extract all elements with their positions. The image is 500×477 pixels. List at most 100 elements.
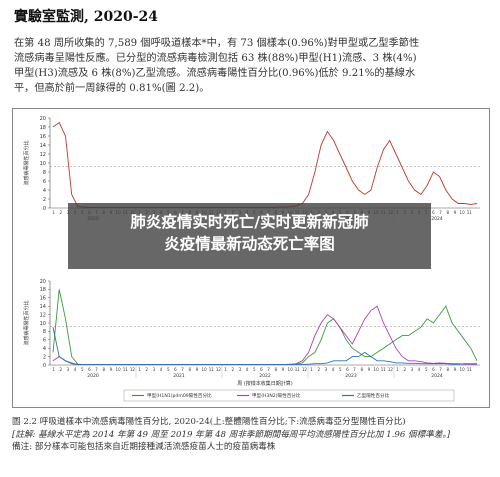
y-tick-label: 14 (40, 304, 46, 310)
month-tick-label: 1 (52, 210, 55, 215)
caption-title: 圖 2.2 呼吸道樣本中流感病毒陽性百分比, 2020-24(上:整體陽性百分比… (12, 417, 406, 427)
month-tick-label: 6 (88, 367, 91, 372)
month-tick-label: 11 (295, 367, 301, 372)
month-tick-label: 12 (130, 367, 136, 372)
month-tick-label: 2 (317, 367, 320, 372)
y-tick-label: 12 (40, 152, 46, 158)
y-tick-label: 14 (40, 143, 46, 149)
month-tick-label: 5 (339, 367, 342, 372)
month-tick-label: 6 (174, 367, 177, 372)
y-tick-label: 2 (43, 354, 46, 360)
month-tick-label: 9 (110, 367, 113, 372)
year-tick-label: 2020 (87, 373, 99, 379)
y-tick-label: 16 (40, 296, 46, 302)
banner-line-1: 肺炎疫情实时死亡/实时更新新冠肺 (130, 213, 369, 231)
y-tick-label: 16 (40, 134, 46, 140)
month-tick-label: 2 (59, 367, 62, 372)
month-tick-label: 3 (411, 367, 414, 372)
month-tick-label: 10 (202, 367, 208, 372)
paragraph-line: 流感病毒呈陽性反應。已分型的流感病毒檢測包括 63 株(88%)甲型(H1)流感… (14, 53, 417, 64)
month-tick-label: 1 (138, 367, 141, 372)
month-tick-label: 2 (59, 210, 62, 215)
month-tick-label: 12 (302, 367, 308, 372)
legend-box (123, 389, 455, 402)
month-tick-label: 7 (181, 367, 184, 372)
month-tick-label: 2 (403, 367, 406, 372)
month-tick-label: 2 (145, 367, 148, 372)
figure-caption: 圖 2.2 呼吸道樣本中流感病毒陽性百分比, 2020-24(上:整體陽性百分比… (12, 416, 492, 454)
legend-label: 甲型(H3N2)陽性百分比 (252, 392, 301, 399)
y-axis-title: 流感病毒陽性百分比 (23, 300, 30, 345)
month-tick-label: 6 (346, 367, 349, 372)
month-tick-label: 5 (253, 367, 256, 372)
month-tick-label: 10 (460, 367, 466, 372)
month-tick-label: 1 (224, 367, 227, 372)
month-tick-label: 1 (310, 367, 313, 372)
month-tick-label: 7 (439, 210, 442, 215)
month-tick-label: 7 (439, 367, 442, 372)
y-tick-label: 20 (40, 116, 46, 122)
month-tick-label: 8 (446, 210, 449, 215)
caption-note: [註解: 基線水平定為 2014 年第 49 周至 2019 年第 48 周非季… (12, 429, 451, 440)
legend-label: 甲型(H1N1)pdm09陽性百分比 (147, 392, 212, 399)
paragraph-line: 在第 48 周所收集的 7,589 個呼吸道樣本*中，有 73 個樣本(0.96… (14, 38, 420, 49)
legend-label: 乙型陽性百分比 (357, 392, 390, 399)
month-tick-label: 8 (274, 367, 277, 372)
paragraph-line: 甲型(H3)流感及 6 株(8%)乙型流感。流感病毒陽性百分比(0.96%)低於… (14, 68, 416, 79)
month-tick-label: 8 (188, 367, 191, 372)
month-tick-label: 7 (267, 367, 270, 372)
y-tick-label: 18 (40, 287, 46, 293)
overlay-banner: 肺炎疫情实时死亡/实时更新新冠肺 炎疫情最新动态死亡率图 (68, 203, 431, 269)
month-tick-label: 3 (325, 367, 328, 372)
y-tick-label: 10 (40, 321, 46, 327)
month-tick-label: 3 (67, 367, 70, 372)
month-tick-label: 12 (216, 367, 222, 372)
month-tick-label: 3 (153, 367, 156, 372)
y-tick-label: 0 (43, 363, 46, 369)
month-tick-label: 6 (432, 367, 435, 372)
month-tick-label: 8 (360, 367, 363, 372)
y-tick-label: 6 (43, 179, 46, 185)
year-tick-label: 2024 (431, 373, 443, 379)
month-tick-label: 8 (446, 367, 449, 372)
y-axis-title: 流感病毒陽性百分比 (23, 140, 30, 185)
paragraph-line: 平，但高於前一周錄得的 0.81%(圖 2.2)。 (14, 83, 210, 94)
month-tick-label: 7 (95, 367, 98, 372)
month-tick-label: 5 (425, 367, 428, 372)
y-tick-label: 18 (40, 125, 46, 131)
month-tick-label: 4 (418, 367, 421, 372)
year-tick-label: 2024 (431, 216, 443, 222)
month-tick-label: 8 (102, 367, 105, 372)
month-tick-label: 9 (454, 210, 457, 215)
month-tick-label: 12 (388, 367, 394, 372)
month-tick-label: 10 (374, 367, 380, 372)
month-tick-label: 5 (81, 367, 84, 372)
year-tick-label: 2022 (259, 373, 271, 379)
report-paragraph: 在第 48 周所收集的 7,589 個呼吸道樣本*中，有 73 個樣本(0.96… (14, 36, 488, 96)
banner-line-2: 炎疫情最新动态死亡率图 (164, 235, 335, 253)
month-tick-label: 11 (467, 210, 473, 215)
month-tick-label: 4 (74, 367, 77, 372)
y-tick-label: 2 (43, 197, 46, 203)
y-tick-label: 8 (43, 329, 46, 335)
month-tick-label: 9 (454, 367, 457, 372)
month-tick-label: 4 (246, 367, 249, 372)
month-tick-label: 7 (353, 367, 356, 372)
year-tick-label: 2021 (173, 373, 185, 379)
x-axis-title: 周 (按樣本收集日期計算) (237, 380, 293, 387)
series-line (52, 327, 477, 366)
month-tick-label: 6 (432, 210, 435, 215)
section-heading: 實驗室監測, 2020-24 (14, 9, 159, 25)
month-tick-label: 10 (460, 210, 466, 215)
month-tick-label: 4 (332, 367, 335, 372)
month-tick-label: 9 (368, 367, 371, 372)
y-tick-label: 0 (43, 206, 46, 212)
y-tick-label: 20 (40, 279, 46, 285)
y-tick-label: 4 (43, 188, 46, 194)
month-tick-label: 10 (288, 367, 294, 372)
month-tick-label: 2 (231, 367, 234, 372)
month-tick-label: 11 (381, 367, 387, 372)
month-tick-label: 3 (239, 367, 242, 372)
month-tick-label: 11 (123, 367, 129, 372)
month-tick-label: 11 (209, 367, 215, 372)
